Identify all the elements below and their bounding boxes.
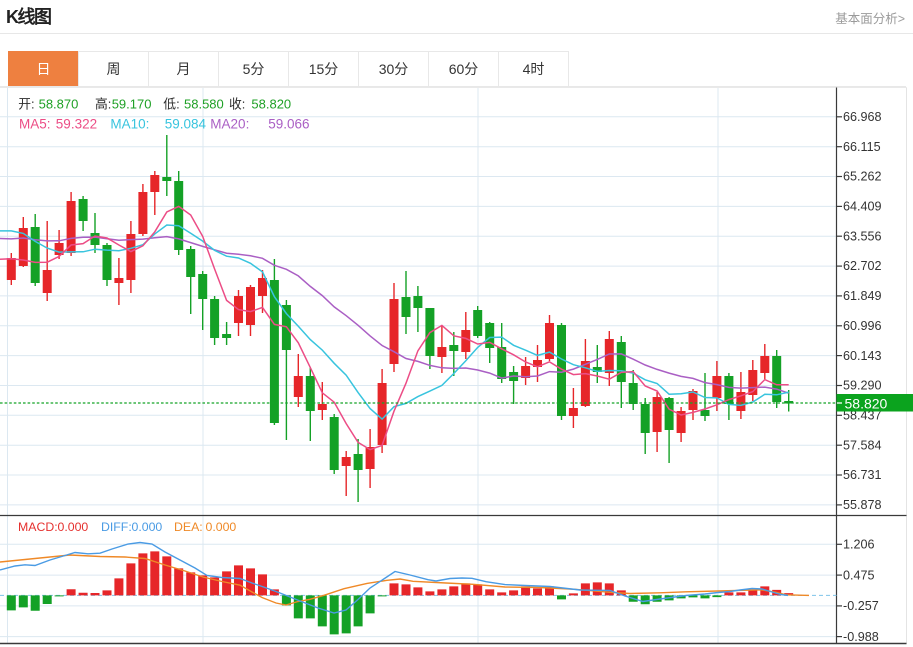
svg-text:MACD:: MACD: [18,520,58,534]
svg-text:60.996: 60.996 [843,319,882,333]
svg-text:59.066: 59.066 [268,117,309,132]
svg-text:58.820: 58.820 [251,97,291,112]
svg-text:DEA:: DEA: [174,520,203,534]
svg-text:59.290: 59.290 [843,379,882,393]
svg-text:0.000: 0.000 [206,520,237,534]
svg-text:57.584: 57.584 [843,438,882,452]
svg-text:61.849: 61.849 [843,289,882,303]
svg-text:-0.988: -0.988 [843,630,879,644]
svg-text:-0.257: -0.257 [843,599,879,613]
svg-text:58.820: 58.820 [845,395,888,411]
svg-text:0.000: 0.000 [132,520,163,534]
svg-text:66.115: 66.115 [843,140,881,154]
svg-text:高:: 高: [95,97,111,112]
svg-text:59.322: 59.322 [56,117,97,132]
svg-text:DIFF:: DIFF: [101,520,132,534]
svg-text:65.262: 65.262 [843,170,882,184]
svg-text:1.206: 1.206 [843,538,875,552]
svg-text:收:: 收: [229,97,245,112]
svg-text:58.870: 58.870 [39,97,79,112]
svg-text:MA20:: MA20: [210,117,249,132]
svg-text:开:: 开: [18,97,34,112]
svg-text:MA5:: MA5: [19,117,51,132]
svg-text:58.580: 58.580 [184,97,224,112]
svg-text:0.000: 0.000 [58,520,89,534]
svg-text:低:: 低: [163,97,179,112]
svg-text:62.702: 62.702 [843,259,882,273]
svg-text:60.143: 60.143 [843,349,882,363]
svg-text:59.084: 59.084 [165,117,207,132]
svg-text:59.170: 59.170 [112,97,152,112]
svg-text:64.409: 64.409 [843,200,882,214]
svg-text:63.556: 63.556 [843,229,882,243]
svg-text:MA10:: MA10: [110,117,149,132]
svg-text:0.475: 0.475 [843,568,875,582]
svg-text:56.731: 56.731 [843,468,882,482]
svg-text:55.878: 55.878 [843,498,882,512]
svg-text:66.968: 66.968 [843,110,882,124]
svg-text:58.437: 58.437 [843,409,882,423]
